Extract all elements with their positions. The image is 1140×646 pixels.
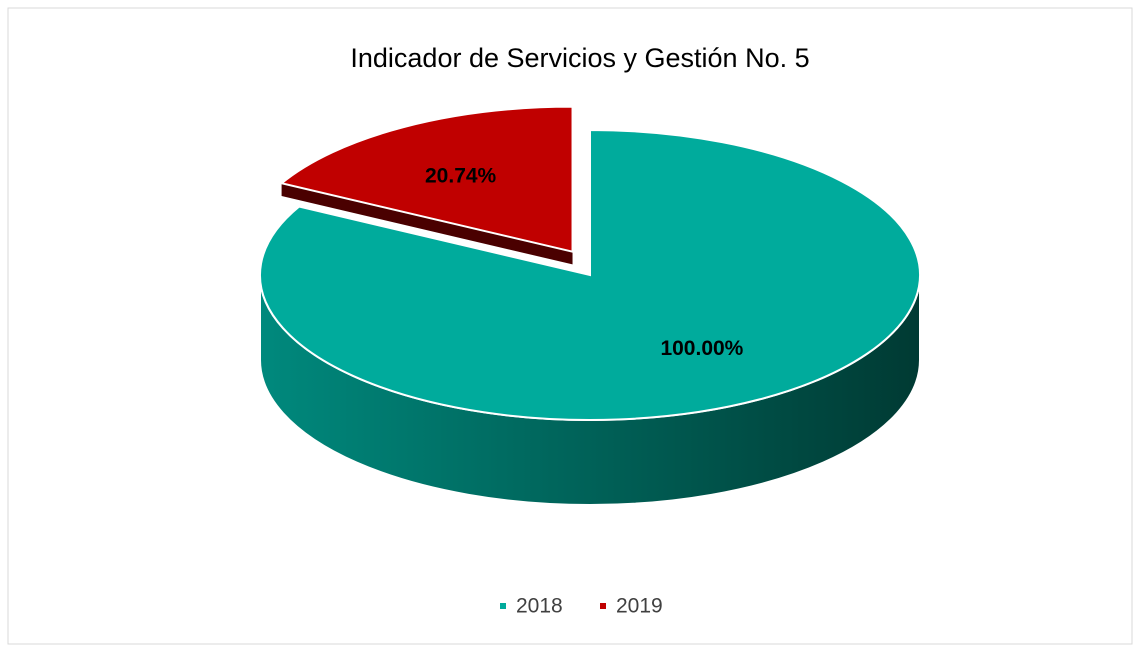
legend-marker: [600, 603, 606, 609]
chart-title: Indicador de Servicios y Gestión No. 5: [350, 43, 809, 73]
legend-label: 2019: [616, 595, 663, 618]
pie-slice: [279, 105, 574, 253]
pie-slice: [259, 128, 921, 421]
legend-label: 2018: [516, 595, 563, 618]
slice-side: [281, 183, 573, 265]
data-label: 20.74%: [425, 165, 497, 188]
legend-marker: [500, 603, 506, 609]
data-label: 100.00%: [660, 337, 743, 360]
